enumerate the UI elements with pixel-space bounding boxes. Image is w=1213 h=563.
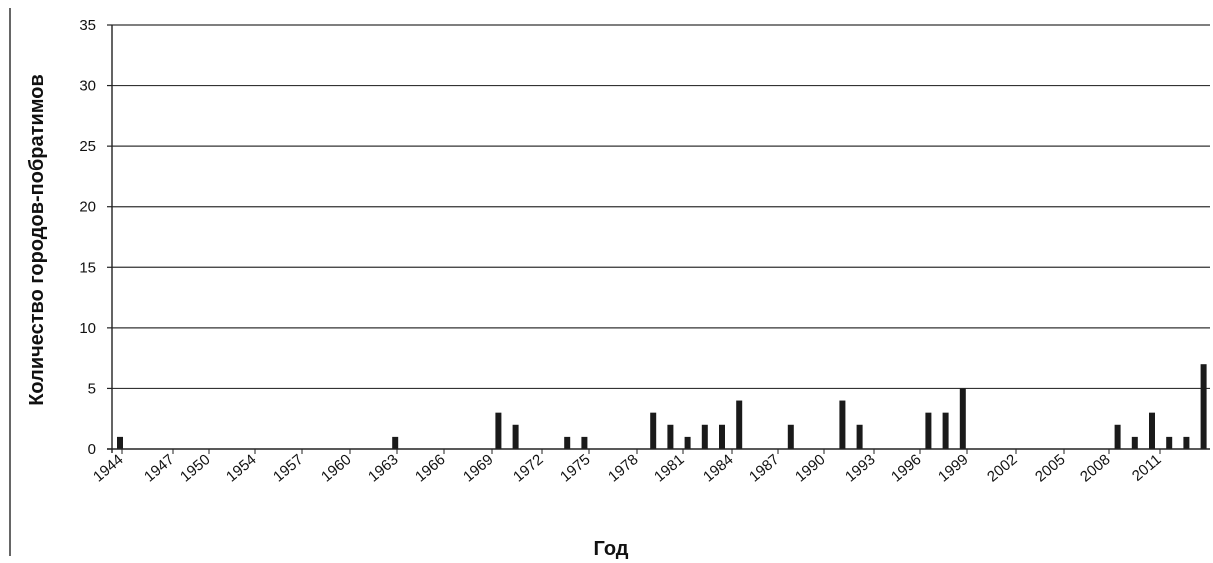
- bar-1976: [667, 424, 674, 449]
- bar-2002: [1114, 424, 1121, 449]
- y-tick-label: 5: [88, 380, 96, 397]
- bar-2005: [1166, 436, 1173, 449]
- bar-2007: [1200, 364, 1207, 449]
- y-axis-title: Количество городов-побратимов: [26, 74, 48, 406]
- x-tick-label: 1990: [792, 451, 828, 485]
- x-tick-label: 1999: [935, 451, 971, 485]
- x-tick-label: 1963: [365, 451, 401, 485]
- x-tick-label: 1972: [510, 451, 546, 485]
- x-tick-label: 1960: [318, 451, 354, 485]
- x-tick-label: 1947: [141, 451, 177, 485]
- x-tick-label: 1957: [270, 451, 306, 485]
- bar-1960: [392, 436, 399, 449]
- bar-1980: [736, 400, 743, 449]
- bar-1978: [701, 424, 708, 449]
- bar-2004: [1149, 412, 1155, 449]
- y-tick-label: 15: [79, 259, 96, 276]
- bar-1967: [512, 424, 519, 449]
- bar-1975: [650, 412, 657, 449]
- x-tick-label: 1975: [557, 451, 593, 485]
- y-tick-label: 25: [79, 138, 96, 155]
- x-tick-labels: 1944 1947 1950 1954 1957 1960 1963 1966 1969 1972…: [90, 451, 1164, 485]
- bar-1966: [495, 412, 502, 449]
- bar-1977: [684, 436, 691, 449]
- y-tick-labels: 0 5 10 15 20 25 30 35: [79, 17, 96, 458]
- y-tick-label: 20: [79, 199, 96, 216]
- bar-1986: [839, 400, 846, 449]
- x-tick-label: 2005: [1032, 451, 1068, 485]
- x-tick-label: 2011: [1129, 451, 1165, 485]
- y-tick-label: 30: [79, 78, 96, 95]
- x-tick-label: 1969: [460, 451, 496, 485]
- bars: [117, 364, 1207, 449]
- x-tick-label: 1966: [412, 451, 448, 485]
- bar-1971: [581, 436, 588, 449]
- x-tick-label: 1996: [888, 451, 924, 485]
- bar-1991: [925, 412, 932, 449]
- x-tick-label: 1984: [700, 451, 736, 485]
- bar-1987: [856, 424, 863, 449]
- y-tick-label: 35: [79, 17, 96, 34]
- x-tick-label: 2008: [1077, 451, 1113, 485]
- x-tick-label: 1954: [223, 451, 259, 485]
- bar-1970: [564, 436, 571, 449]
- bar-2003: [1131, 436, 1138, 449]
- x-axis-title: Год: [594, 538, 629, 560]
- x-tick-label: 1993: [842, 451, 878, 485]
- axes: [107, 24, 1210, 454]
- x-tick-label: 1981: [651, 451, 687, 485]
- gridlines: [112, 24, 1210, 390]
- x-tick-label: 1978: [605, 451, 641, 485]
- y-tick-label: 0: [88, 441, 96, 458]
- bar-1979: [719, 424, 725, 449]
- x-tick-label: 2002: [984, 451, 1020, 485]
- bar-2006: [1183, 436, 1190, 449]
- y-tick-label: 10: [79, 320, 96, 337]
- bar-1992: [942, 412, 949, 449]
- x-tick-label: 1987: [746, 451, 782, 485]
- bar-1983: [787, 424, 794, 449]
- x-tick-label: 1950: [177, 451, 213, 485]
- bar-1993: [959, 388, 966, 449]
- bar-1944: [117, 436, 123, 449]
